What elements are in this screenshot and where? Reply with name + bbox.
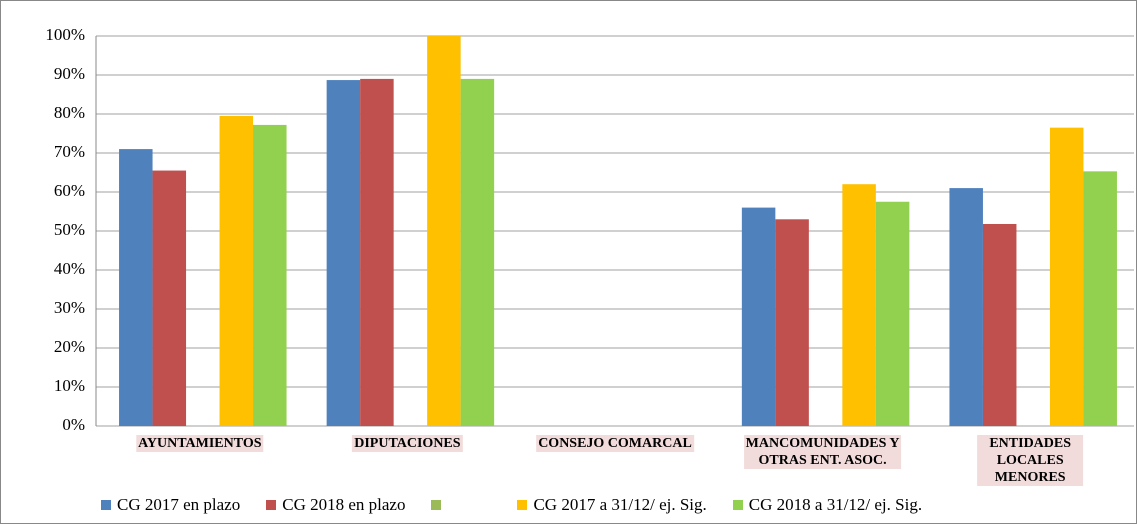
legend-label: CG 2018 a 31/12/ ej. Sig. [748, 495, 923, 514]
bar [1083, 171, 1117, 426]
bar [326, 80, 361, 426]
bar [949, 188, 983, 426]
bar [152, 170, 187, 426]
legend-item: CG 2017 a 31/12/ ej. Sig. [517, 495, 707, 515]
bar [460, 78, 495, 427]
legend-item [431, 500, 447, 510]
legend-swatch [732, 500, 743, 510]
legend-swatch [517, 500, 528, 510]
y-tick-label: 40% [54, 259, 85, 278]
x-tick-label: MANCOMUNIDADES Y OTRAS ENT. ASOC. [743, 435, 902, 469]
legend: CG 2017 en plazo CG 2018 en plazo CG 2017 … [101, 495, 948, 515]
bar [775, 219, 809, 426]
bar [741, 207, 776, 426]
legend-label: CG 2018 en plazo [282, 495, 406, 514]
bar [875, 201, 910, 426]
bar [982, 223, 1017, 426]
legend-swatch [101, 500, 111, 510]
y-tick-label: 0% [62, 415, 85, 434]
bar [219, 115, 254, 426]
x-tick-label: AYUNTAMIENTOS [136, 435, 264, 452]
x-tick-label: ENTIDADES LOCALES MENORES [977, 435, 1084, 486]
bar [360, 78, 394, 427]
legend-item: CG 2018 en plazo [266, 495, 405, 515]
y-tick-label: 20% [54, 337, 85, 356]
legend-item: CG 2018 a 31/12/ ej. Sig. [732, 495, 923, 515]
x-tick-label: DIPUTACIONES [352, 435, 463, 452]
y-tick-label: 100% [45, 25, 85, 44]
bar [1049, 127, 1084, 427]
bar [842, 184, 876, 426]
x-tick-label: CONSEJO COMARCAL [536, 435, 694, 452]
legend-item: CG 2017 en plazo [101, 495, 240, 515]
legend-label: CG 2017 a 31/12/ ej. Sig. [533, 495, 707, 514]
y-tick-label: 90% [54, 64, 85, 83]
y-tick-label: 60% [54, 181, 85, 200]
y-tick-label: 30% [54, 298, 85, 317]
y-tick-label: 50% [54, 220, 85, 239]
bar [427, 36, 461, 426]
legend-swatch [266, 500, 277, 510]
bar [253, 124, 287, 427]
y-tick-label: 70% [54, 142, 85, 161]
y-tick-label: 80% [54, 103, 85, 122]
y-tick-label: 10% [54, 376, 85, 395]
bar [119, 149, 153, 426]
legend-label: CG 2017 en plazo [117, 495, 241, 514]
legend-swatch [431, 500, 442, 510]
